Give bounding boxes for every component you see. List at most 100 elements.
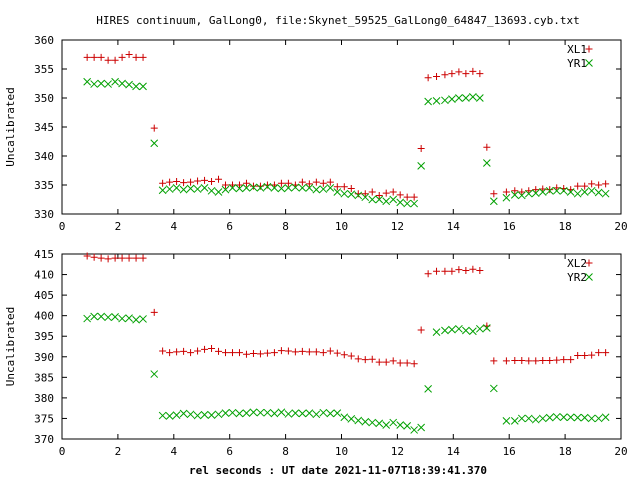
data-point <box>118 79 126 88</box>
data-point <box>284 184 293 192</box>
y-tick-label: 385 <box>34 371 54 384</box>
data-point <box>166 178 174 186</box>
data-point <box>382 189 390 197</box>
data-point <box>510 417 519 425</box>
data-point <box>441 326 449 335</box>
data-point <box>249 349 257 357</box>
data-point <box>475 94 484 102</box>
plot-frame <box>61 39 622 215</box>
x-tick-label: 6 <box>226 220 233 233</box>
x-tick-label: 10 <box>335 445 348 458</box>
data-point <box>305 184 314 192</box>
data-point <box>200 184 209 192</box>
data-point <box>179 185 188 194</box>
data-point <box>221 185 230 194</box>
data-point <box>186 410 195 419</box>
data-point <box>524 189 533 198</box>
x-tick-label: 20 <box>614 445 627 458</box>
legend-marker <box>585 59 593 67</box>
data-point <box>125 254 133 262</box>
data-point <box>410 199 419 208</box>
data-point <box>298 409 307 418</box>
data-point <box>340 413 349 422</box>
data-point <box>455 68 463 76</box>
data-point <box>284 347 292 355</box>
data-point <box>368 195 377 204</box>
x-tick-label: 6 <box>226 445 233 458</box>
data-point <box>469 67 477 75</box>
x-tick-label: 12 <box>391 220 404 233</box>
data-point <box>179 409 188 418</box>
data-point <box>518 356 526 364</box>
series-yr2 <box>83 312 610 434</box>
data-point <box>417 162 426 170</box>
data-point <box>104 313 112 322</box>
data-point <box>326 409 335 418</box>
data-point <box>319 179 327 187</box>
data-point <box>150 139 159 148</box>
data-point <box>361 193 370 202</box>
data-point <box>448 325 456 334</box>
x-tick-label: 8 <box>282 445 289 458</box>
data-point <box>249 182 257 190</box>
data-point <box>319 185 328 193</box>
y-tick-label: 345 <box>34 121 54 134</box>
legend-label: XL1 <box>567 43 587 56</box>
data-point <box>588 351 596 359</box>
data-point <box>333 183 341 191</box>
data-point <box>347 415 356 423</box>
data-point <box>221 409 230 417</box>
x-tick-label: 14 <box>447 445 461 458</box>
data-point <box>208 345 216 353</box>
data-point <box>475 324 484 333</box>
x-tick-label: 2 <box>115 220 122 233</box>
legend-label: YR1 <box>567 57 587 70</box>
data-point <box>207 186 216 195</box>
data-point <box>574 182 582 190</box>
data-point <box>574 352 582 360</box>
data-point <box>389 357 397 365</box>
panels: 0 2 4 6 8 10 12 14 16 18 20330335340345350355360Un… <box>4 34 628 458</box>
y-tick-label: 395 <box>34 330 54 343</box>
data-point <box>361 356 369 364</box>
data-point <box>263 349 271 357</box>
data-point <box>150 308 158 316</box>
data-point <box>573 189 582 198</box>
y-tick-label: 340 <box>34 150 54 163</box>
data-point <box>118 254 126 262</box>
data-point <box>417 423 426 432</box>
data-point <box>201 345 209 353</box>
data-point <box>482 159 491 167</box>
data-point <box>291 183 300 192</box>
data-point <box>187 349 195 357</box>
data-point <box>347 190 356 199</box>
x-tick-label: 0 <box>59 445 66 458</box>
data-point <box>389 418 398 427</box>
data-point <box>83 314 92 323</box>
data-point <box>532 357 540 365</box>
data-point <box>291 409 300 417</box>
data-point <box>291 348 299 356</box>
data-point <box>256 182 264 190</box>
x-tick-label: 4 <box>170 445 177 458</box>
data-point <box>511 356 519 364</box>
panel-2: 0 2 4 6 8 10 12 14 16 18 20 370 375 380 385 390 395 400 40… <box>4 248 628 458</box>
data-point <box>424 270 432 278</box>
data-point <box>462 70 470 78</box>
data-point <box>150 370 159 378</box>
data-point <box>97 312 105 321</box>
y-tick-label: 335 <box>34 179 54 192</box>
y-tick-label: 330 <box>34 208 54 221</box>
data-point <box>111 77 119 86</box>
x-tick-label: 18 <box>558 445 571 458</box>
data-point <box>83 53 91 61</box>
data-point <box>545 186 554 195</box>
plot-frame <box>61 253 622 440</box>
data-point <box>455 266 463 274</box>
data-point <box>552 186 561 195</box>
data-point <box>214 188 223 196</box>
data-point <box>595 349 603 357</box>
data-point <box>139 315 147 323</box>
data-point <box>502 193 511 202</box>
